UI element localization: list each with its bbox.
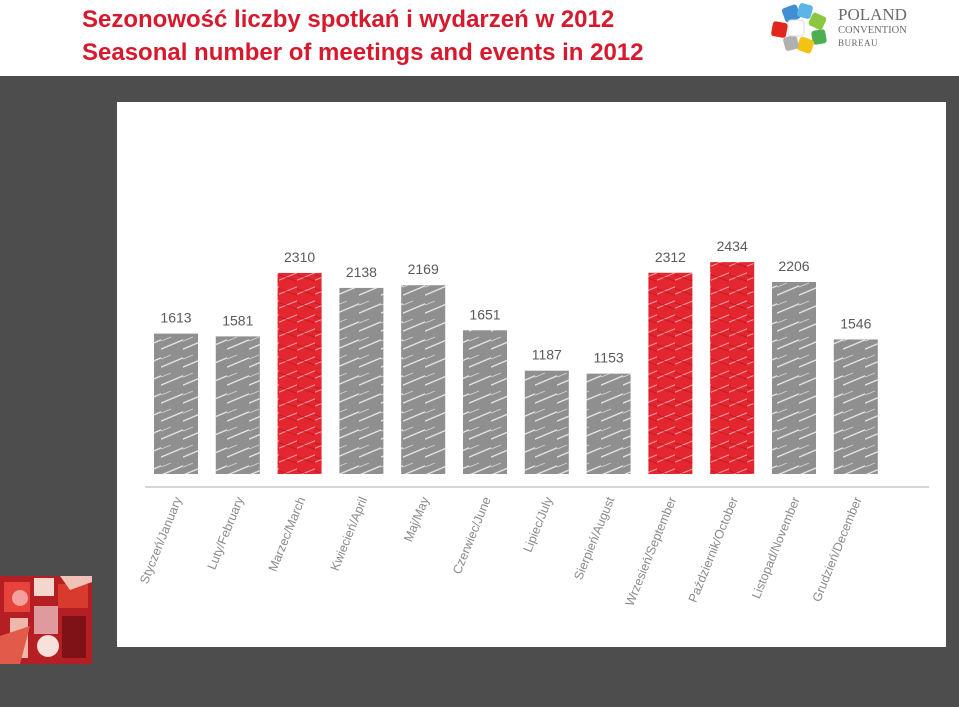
bar-july xyxy=(524,370,569,474)
value-label-march: 2310 xyxy=(284,249,315,265)
category-label-june: Czerwiec/June xyxy=(450,495,494,576)
category-label-february: Luty/February xyxy=(205,494,247,571)
bar-chart: 1613 1581 2310 2138 2169 1651 1187 1153 2312 2434… xyxy=(137,238,929,608)
poland-convention-bureau-logo: POLAND CONVENTION BUREAU xyxy=(768,2,953,58)
bar-texture-january xyxy=(154,333,198,474)
logo-text-poland: POLAND xyxy=(838,5,907,24)
header: Sezonowość liczby spotkań i wydarzeń w 2… xyxy=(0,0,959,76)
category-label-april: Kwiecień/April xyxy=(328,495,370,573)
chart-card: 1613 1581 2310 2138 2169 1651 1187 1153 2312 2434… xyxy=(117,102,946,647)
decorative-artwork xyxy=(0,576,92,664)
value-label-may: 2169 xyxy=(408,261,439,277)
decorative-pattern-icon xyxy=(0,576,92,664)
bar-september xyxy=(648,272,693,474)
category-label-october: Październik/October xyxy=(686,495,741,605)
category-label-may: Maj/May xyxy=(401,494,432,544)
logo-text-convention: CONVENTION xyxy=(838,25,907,36)
bar-december xyxy=(833,339,878,474)
value-label-november: 2206 xyxy=(778,258,809,274)
value-label-june: 1651 xyxy=(469,306,500,322)
bar-february xyxy=(215,336,260,474)
bar-march xyxy=(277,272,322,474)
bar-august xyxy=(586,373,631,474)
category-label-august: Sierpień/August xyxy=(571,494,617,582)
category-label-december: Grudzień/December xyxy=(810,495,865,604)
bar-june xyxy=(463,330,507,474)
bar-texture-september xyxy=(648,272,693,474)
category-label-september: Wrzesień/September xyxy=(623,495,680,608)
bar-november xyxy=(772,281,816,474)
page-title-polish: Sezonowość liczby spotkań i wydarzeń w 2… xyxy=(82,6,615,33)
logo-text-bureau: BUREAU xyxy=(838,38,879,48)
bar-texture-august xyxy=(586,373,631,474)
bar-texture-july xyxy=(524,370,569,474)
value-label-april: 2138 xyxy=(346,264,377,280)
category-label-july: Lipiec/July xyxy=(521,494,556,554)
bar-may xyxy=(401,285,446,474)
value-label-december: 1546 xyxy=(840,315,871,331)
bar-january xyxy=(154,333,198,474)
bar-texture-april xyxy=(339,287,384,474)
page-title-english: Seasonal number of meetings and events i… xyxy=(82,39,644,66)
bar-texture-march xyxy=(277,272,322,474)
bar-texture-may xyxy=(401,285,446,474)
bar-texture-november xyxy=(772,281,816,474)
value-label-february: 1581 xyxy=(222,312,253,328)
bar-texture-december xyxy=(833,339,878,474)
category-label-march: Marzec/March xyxy=(266,495,309,574)
logo-mark-icon xyxy=(771,3,827,54)
bar-april xyxy=(339,287,384,474)
value-label-september: 2312 xyxy=(655,249,686,265)
bar-october xyxy=(710,262,755,474)
category-label-january: Styczeń/January xyxy=(137,494,185,586)
value-label-january: 1613 xyxy=(160,310,191,326)
value-label-august: 1153 xyxy=(594,350,624,366)
bar-texture-october xyxy=(710,262,755,474)
category-label-november: Listopad/November xyxy=(749,495,803,601)
value-label-july: 1187 xyxy=(532,347,562,363)
bar-texture-june xyxy=(463,330,507,474)
bar-texture-february xyxy=(215,336,260,474)
value-label-october: 2434 xyxy=(717,238,748,254)
